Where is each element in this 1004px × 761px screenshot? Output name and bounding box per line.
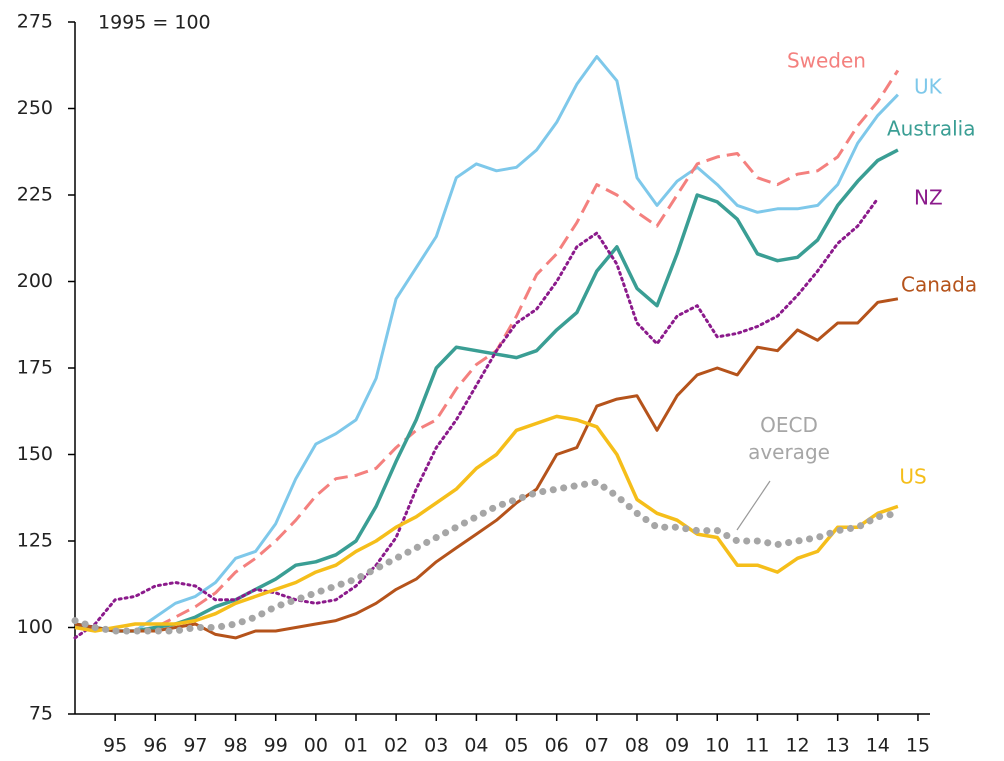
- series-label: Sweden: [787, 49, 866, 73]
- x-tick-label: 95: [103, 735, 127, 757]
- annotation-line: [736, 480, 771, 531]
- x-tick-label: 12: [785, 735, 809, 757]
- x-tick-label: 14: [866, 735, 890, 757]
- series-line: [74, 148, 899, 633]
- x-tick-label: 11: [745, 735, 769, 757]
- y-tick-label: 200: [17, 270, 53, 292]
- x-tick-label: 05: [504, 735, 528, 757]
- chart-subtitle: 1995 = 100: [98, 12, 211, 34]
- x-tick-label: 07: [585, 735, 609, 757]
- x-tick-label: 08: [625, 735, 649, 757]
- series-label: US: [899, 465, 926, 489]
- y-tick-label: 75: [29, 703, 53, 725]
- x-tick-label: 13: [826, 735, 850, 757]
- series-line: [74, 297, 899, 640]
- series-line: [73, 197, 880, 640]
- x-tick-label: 02: [384, 735, 408, 757]
- y-tick-label: 100: [17, 616, 53, 638]
- x-tick-label: 04: [464, 735, 488, 757]
- series-label-text: OECD average: [748, 413, 830, 464]
- series-label: Canada: [901, 273, 977, 297]
- series-label: UK: [914, 75, 943, 99]
- y-tick-label: 125: [17, 530, 53, 552]
- series-line: [71, 478, 902, 635]
- x-tick-label: 06: [545, 735, 569, 757]
- y-tick-label: 275: [17, 11, 53, 33]
- x-tick-label: 10: [705, 735, 729, 757]
- x-tick-label: 97: [183, 735, 207, 757]
- x-tick-label: 00: [304, 735, 328, 757]
- x-tick-label: 09: [665, 735, 689, 757]
- series-label: Australia: [887, 117, 975, 141]
- x-tick-label: 15: [906, 735, 930, 757]
- x-tick-label: 99: [264, 735, 288, 757]
- y-tick-label: 175: [17, 357, 53, 379]
- y-tick-label: 150: [17, 443, 53, 465]
- x-tick-label: 98: [223, 735, 247, 757]
- x-tick-label: 03: [424, 735, 448, 757]
- series-line: [74, 414, 899, 633]
- y-tick-label: 225: [17, 184, 53, 206]
- x-tick-label: 01: [344, 735, 368, 757]
- series-label: OECD average: [748, 413, 830, 464]
- series-line: [74, 55, 899, 633]
- y-tick-label: 250: [17, 97, 53, 119]
- series-label: NZ: [914, 186, 943, 210]
- series-line: [75, 69, 900, 633]
- x-tick-label: 96: [143, 735, 167, 757]
